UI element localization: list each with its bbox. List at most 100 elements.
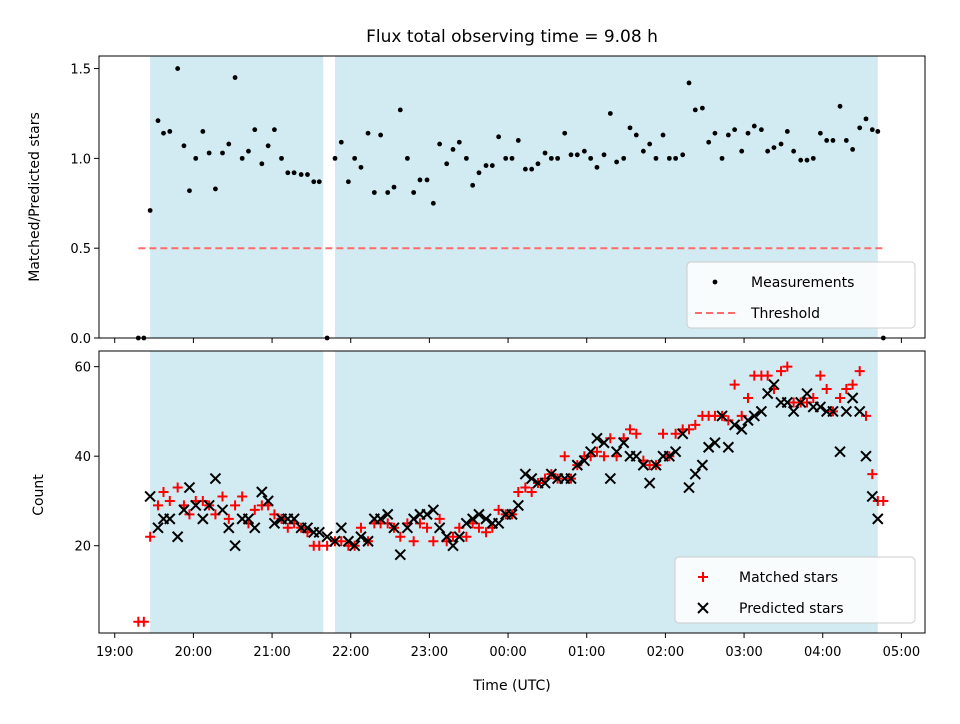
data-point: [155, 118, 161, 124]
x-tick-label: 20:00: [175, 645, 212, 660]
panel-2: 20 40 60 19:00 20:00 21:00 22:00 23:00 00:00 01:0…: [74, 350, 926, 660]
data-point: [407, 513, 420, 525]
data-point: [548, 155, 554, 161]
legend-label: Matched stars: [739, 570, 838, 586]
legend-marker: [698, 572, 708, 582]
data-point: [365, 130, 371, 136]
data-point: [529, 166, 535, 172]
data-point: [481, 527, 492, 538]
data-point: [466, 513, 479, 525]
data-point: [607, 111, 613, 116]
data-point: [830, 138, 836, 143]
data-point: [291, 170, 297, 176]
data-point: [352, 155, 358, 161]
data-point: [223, 513, 234, 524]
data-point: [237, 491, 248, 502]
x-tick-label: 23:00: [411, 645, 448, 660]
data-point: [843, 138, 849, 143]
data-point: [167, 129, 173, 134]
data-point: [246, 148, 251, 154]
x-tick-label: 02:00: [647, 645, 684, 660]
data-point: [249, 522, 261, 534]
data-point: [336, 536, 347, 547]
data-point: [850, 147, 856, 152]
data-point: [627, 125, 633, 131]
data-point: [857, 125, 863, 131]
data-point: [817, 130, 823, 136]
data-point: [834, 446, 846, 458]
data-point: [591, 432, 603, 444]
data-point: [574, 152, 580, 158]
data-point: [226, 141, 232, 147]
data-point: [385, 190, 391, 195]
x-tick-label: 03:00: [725, 645, 762, 660]
data-point: [460, 517, 473, 530]
data-point: [683, 481, 695, 494]
data-point: [397, 107, 403, 113]
data-point: [736, 410, 747, 421]
data-point: [690, 419, 701, 430]
data-point: [658, 428, 669, 439]
data-point: [762, 370, 773, 381]
observing-window: [150, 56, 324, 338]
data-point: [601, 152, 607, 158]
y-tick-label: 0.0: [70, 332, 91, 347]
data-point: [152, 522, 164, 534]
data-point: [802, 397, 812, 408]
data-point: [824, 138, 830, 143]
data-point: [408, 536, 419, 547]
y-tick-label: 0.5: [70, 242, 91, 257]
data-point: [265, 143, 271, 149]
data-point: [555, 155, 561, 161]
data-point: [433, 522, 446, 534]
y-tick-label: 40: [74, 450, 91, 465]
data-point: [401, 522, 414, 534]
data-point: [448, 531, 458, 542]
data-point: [637, 459, 650, 471]
data-point: [853, 405, 866, 418]
data-point: [660, 132, 666, 138]
data-point: [279, 155, 284, 161]
data-point: [666, 155, 672, 161]
data-point: [147, 208, 153, 213]
data-point: [335, 522, 348, 534]
data-point: [728, 419, 741, 431]
data-point: [625, 424, 635, 435]
data-point: [588, 155, 594, 161]
data-point: [712, 130, 718, 136]
data-point: [782, 361, 793, 372]
y-tick-label: 60: [74, 361, 91, 376]
data-point: [709, 437, 721, 449]
data-point: [220, 150, 225, 156]
data-point: [866, 490, 879, 503]
data-point: [371, 190, 377, 195]
data-point: [755, 405, 768, 418]
data-point: [473, 522, 484, 533]
data-point: [814, 401, 827, 413]
data-point: [232, 75, 238, 80]
data-point: [394, 548, 407, 561]
legend-box: [674, 556, 916, 624]
x-tick-label: 01:00: [568, 645, 605, 660]
data-point: [190, 499, 202, 512]
plot-layer: 0.0 0.5 1.0 1.5 Measurements Threshold 20 40 60 1…: [70, 55, 926, 660]
data-point: [145, 531, 156, 542]
data-point: [216, 504, 229, 516]
data-point: [496, 134, 502, 140]
data-point: [313, 526, 325, 538]
data-point: [381, 508, 394, 521]
data-point: [421, 508, 433, 521]
data-point: [643, 477, 656, 489]
data-point: [411, 190, 417, 195]
data-point: [684, 424, 694, 435]
data-point: [138, 616, 149, 627]
data-point: [285, 170, 291, 176]
data-point: [743, 393, 753, 403]
data-point: [203, 499, 215, 512]
y-tick-label: 1.0: [70, 152, 91, 167]
data-point: [223, 522, 235, 534]
data-point: [256, 486, 268, 498]
data-point: [846, 392, 859, 404]
data-point: [719, 155, 725, 161]
data-point: [610, 446, 623, 458]
